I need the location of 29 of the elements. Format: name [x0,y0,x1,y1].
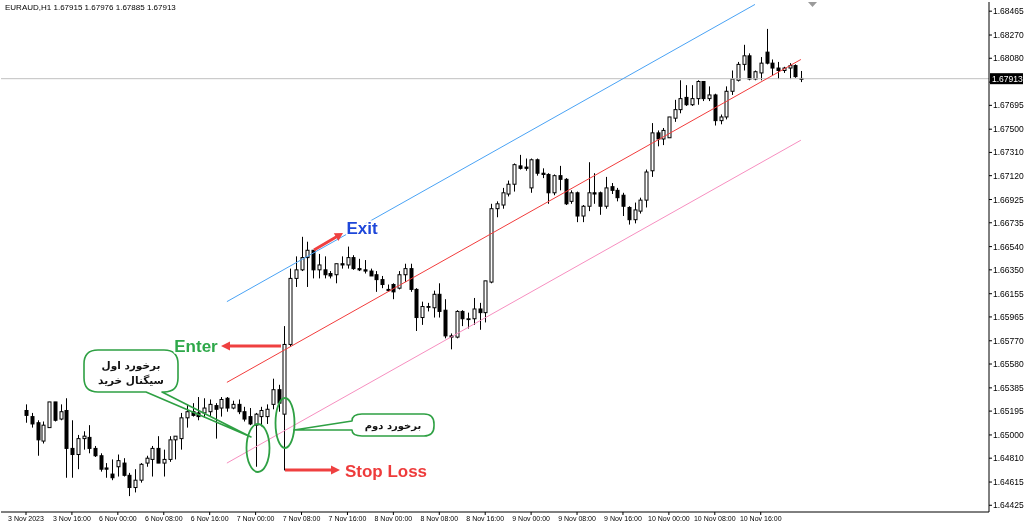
y-tick-label: 1.67500 [993,124,1024,135]
y-tick-label: 1.64810 [993,453,1024,464]
y-tick-label: 1.67120 [993,170,1024,181]
y-tick-label: 1.65965 [993,311,1024,322]
annotation: Stop Loss [344,462,428,481]
ref-line-label: 1.67913 [992,73,1023,84]
y-tick-label: 1.68465 [993,6,1024,17]
annotation: برخورد اول سیگنال خرید [98,359,164,387]
y-tick-label: 1.66350 [993,264,1024,275]
y-tick-label: 1.66155 [993,288,1024,299]
y-tick-label: 1.66925 [993,194,1024,205]
y-tick-label: 1.66735 [993,217,1024,228]
y-tick-label: 1.65770 [993,335,1024,346]
y-tick-label: 1.68080 [993,53,1024,64]
annotation: برخورد دوم [364,420,422,432]
candlestick [24,403,29,424]
y-tick-label: 1.65195 [993,406,1024,417]
y-tick-label: 1.65580 [993,359,1024,370]
y-tick-label: 1.65000 [993,429,1024,440]
annotation: Enter [174,337,219,356]
y-tick-label: 1.66540 [993,241,1024,252]
chart-title: EURAUD,H1 1.67915 1.67976 1.67885 1.67913 [5,3,177,12]
y-tick-label: 1.67695 [993,100,1024,111]
y-tick-label: 1.64425 [993,500,1024,511]
y-tick-label: 1.65385 [993,382,1024,393]
y-tick-label: 1.67310 [993,147,1024,158]
candlestick [110,458,115,481]
y-tick-label: 1.68270 [993,30,1024,41]
y-tick-label: 1.64615 [993,477,1024,488]
